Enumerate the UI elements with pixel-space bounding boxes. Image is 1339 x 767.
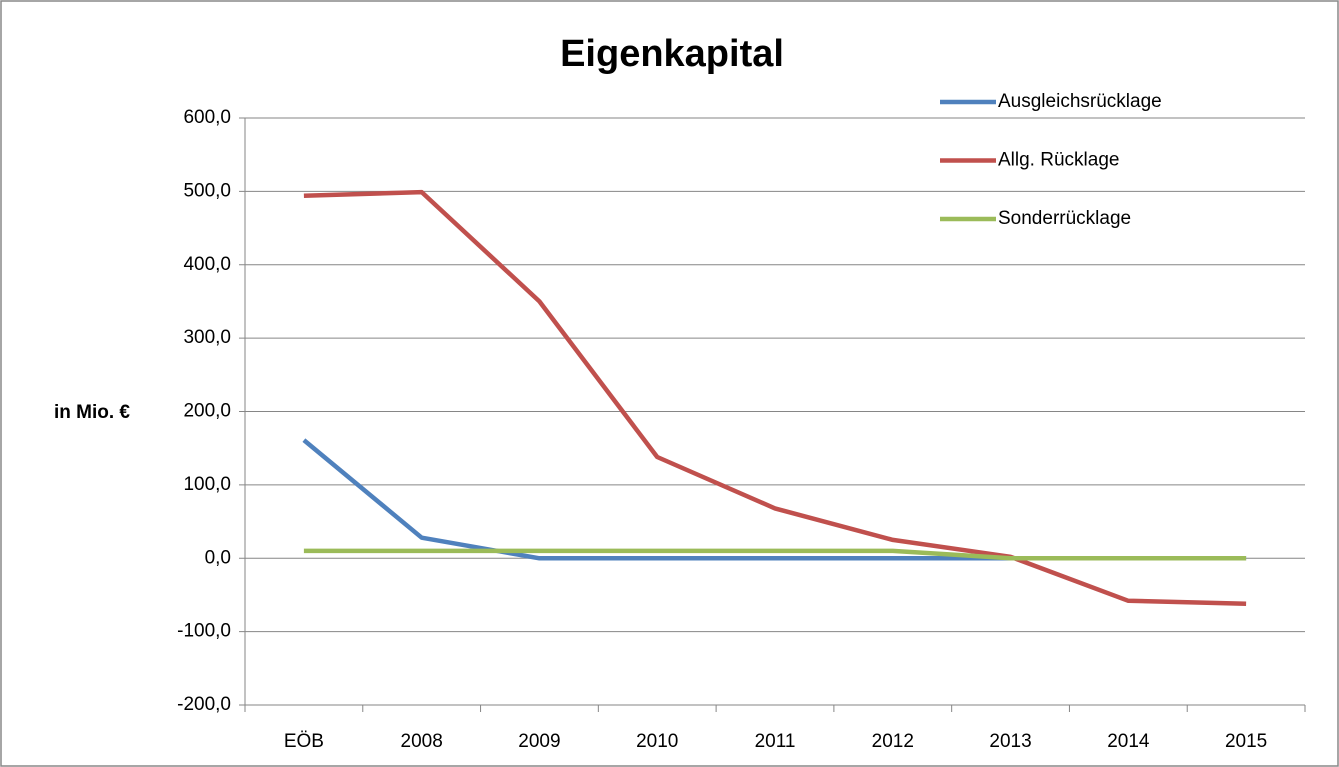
x-tick-label: EÖB [284, 731, 324, 752]
y-tick-label: 200,0 [183, 401, 231, 422]
y-tick-label: -200,0 [177, 694, 231, 715]
x-tick-label: 2009 [518, 731, 560, 752]
legend-label: Sonderrücklage [998, 208, 1131, 229]
x-tick-label: 2014 [1107, 731, 1150, 752]
x-tick-label: 2008 [401, 731, 443, 752]
x-tick-label: 2012 [872, 731, 914, 752]
x-tick-label: 2010 [636, 731, 678, 752]
legend-label: Allg. Rücklage [998, 150, 1119, 171]
x-tick-label: 2015 [1225, 731, 1267, 752]
y-tick-label: 600,0 [183, 107, 231, 128]
y-tick-label: 300,0 [183, 327, 231, 348]
series-line [303, 189, 1247, 606]
y-tick-label: 100,0 [183, 474, 231, 495]
y-tick-label: 500,0 [183, 180, 231, 201]
y-tick-label: 0,0 [205, 547, 231, 568]
series-line [303, 548, 1247, 561]
y-tick-label: -100,0 [177, 621, 231, 642]
legend-label: Ausgleichsrücklage [998, 91, 1162, 112]
y-axis-label: in Mio. € [54, 402, 130, 423]
x-tick-label: 2011 [755, 731, 796, 752]
y-tick-label: 400,0 [183, 254, 231, 275]
x-tick-label: 2013 [989, 731, 1031, 752]
chart-title: Eigenkapital [560, 33, 784, 75]
